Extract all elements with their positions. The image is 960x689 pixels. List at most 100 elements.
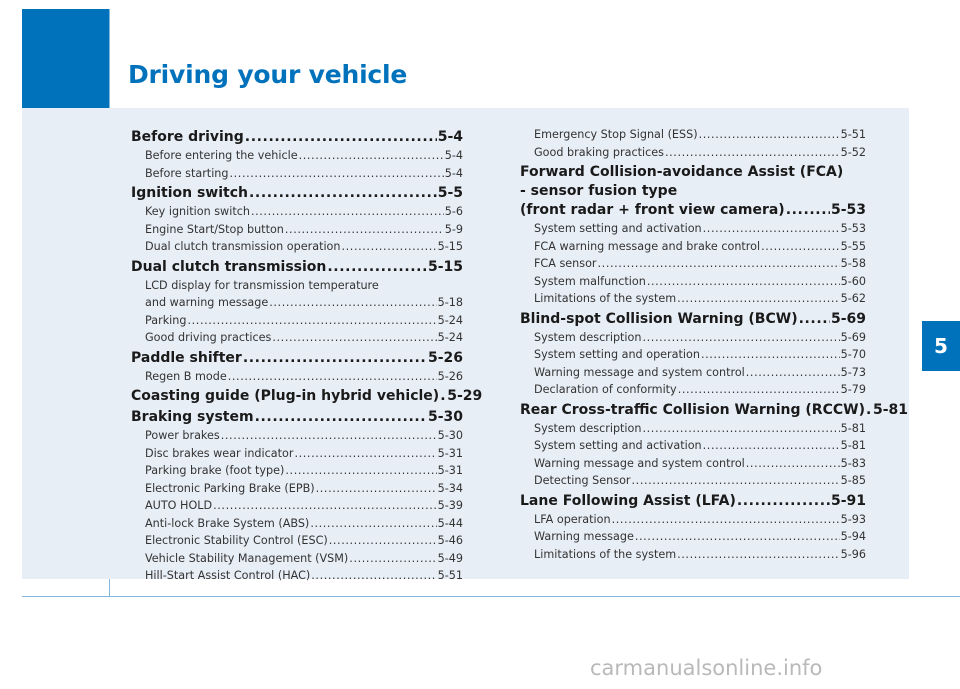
toc-subentry-title: System setting and activation [534,222,702,235]
toc-subentry[interactable]: Declaration of conformity 5-79 [520,381,866,399]
toc-subentry[interactable]: Good driving practices 5-24 [131,329,463,347]
toc-subentry[interactable]: System setting and operation 5-70 [520,346,866,364]
toc-right-column: Emergency Stop Signal (ESS) 5-51 Good brak… [520,126,908,564]
toc-subentry-title-line: LCD display for transmission temperature [145,278,379,292]
toc-subentry-page: 5-52 [840,145,866,159]
toc-section[interactable]: Coasting guide (Plug-in hybrid vehicle) 5… [131,387,482,406]
toc-subentry[interactable]: Parking brake (foot type) 5-31 [131,462,463,480]
toc-subentry-title: Good driving practices [145,331,272,344]
dot-leader [269,294,436,312]
toc-subentry[interactable]: Before entering the vehicle 5-4 [131,147,463,165]
toc-subentry[interactable]: Limitations of the system 5-62 [520,290,866,308]
toc-subentry[interactable]: System malfunction 5-60 [520,273,866,291]
toc-subentry[interactable]: Parking 5-24 [131,312,463,330]
dot-leader [311,567,436,585]
dot-leader [642,420,839,438]
dot-leader [316,480,437,498]
horizontal-divider [22,596,960,597]
toc-subentry-title: System description [534,330,642,344]
toc-subentry-page: 5-4 [444,166,463,180]
toc-subentry-title-line: and warning message [145,296,269,309]
toc-subentry[interactable]: Anti-lock Brake System (ABS) 5-44 [131,515,463,533]
toc-subentry[interactable]: FCA warning message and brake control 5-5… [520,238,866,256]
toc-subentry-title: Key ignition switch [145,205,250,218]
toc-subentry-page: 5-85 [840,474,866,487]
toc-subentry[interactable]: Detecting Sensor 5-85 [520,472,866,490]
toc-subentry-page: 5-93 [840,512,866,526]
toc-section-title: Before driving [131,129,244,145]
toc-subentry-page: 5-4 [444,149,463,162]
toc-subentry-title: Good braking practices [534,145,664,159]
toc-section[interactable]: Paddle shifter 5-26 [131,349,463,368]
toc-subentry[interactable]: Dual clutch transmission operation 5-15 [131,238,463,256]
toc-subentry-title: Parking brake (foot type) [145,464,285,477]
dot-leader [761,238,840,256]
toc-subentry-page: 5-46 [437,534,463,547]
dot-leader [635,528,840,546]
toc-subentry[interactable]: Warning message and system control 5-83 [520,455,866,473]
dot-leader [632,472,840,490]
toc-subentry[interactable]: AUTO HOLD 5-39 [131,497,463,515]
toc-section-title: Rear Cross-traffic Collision Warning (RC… [520,401,865,418]
toc-subentry[interactable]: System description 5-69 [520,329,866,347]
dot-leader [440,387,446,406]
dot-leader [310,515,436,533]
toc-subentry[interactable]: LFA operation 5-93 [520,511,866,529]
dot-leader [285,462,436,480]
toc-section[interactable]: Dual clutch transmission 5-15 [131,258,463,277]
toc-subentry-title: Limitations of the system [534,547,677,561]
toc-subentry[interactable]: Power brakes 5-30 [131,427,463,445]
toc-subentry[interactable]: Electronic Parking Brake (EPB) 5-34 [131,480,463,498]
toc-subentry[interactable]: Emergency Stop Signal (ESS) 5-51 [520,126,866,144]
dot-leader [612,511,840,529]
dot-leader [243,349,427,368]
toc-subentry[interactable]: Good braking practices 5-52 [520,144,866,162]
toc-subentry-last-line: and warning message 5-18 [145,294,463,312]
toc-subentry-page: 5-30 [437,429,463,442]
toc-subentry-page: 5-18 [437,296,463,309]
toc-subentry[interactable]: Engine Start/Stop button 5-9 [131,221,463,239]
toc-subentry[interactable]: System setting and activation 5-81 [520,437,866,455]
page-title: Driving your vehicle [128,60,408,89]
toc-subentry[interactable]: Disc brakes wear indicator 5-31 [131,445,463,463]
toc-subentry[interactable]: Electronic Stability Control (ESC) 5-46 [131,532,463,550]
toc-subentry-title: Vehicle Stability Management (VSM) [145,551,349,565]
toc-section-page: 5-29 [447,388,483,404]
toc-section-page: 5-69 [830,310,866,327]
toc-subentry[interactable]: Vehicle Stability Management (VSM) 5-49 [131,550,463,568]
dot-leader [703,220,840,238]
toc-subentry[interactable]: Warning message and system control 5-73 [520,364,866,382]
toc-section[interactable]: Blind-spot Collision Warning (BCW) 5-69 [520,310,866,329]
toc-subentry[interactable]: System description 5-81 [520,420,866,438]
chapter-badge[interactable]: 5 [922,321,960,371]
toc-subentry-page: 5-60 [840,274,866,288]
toc-section[interactable]: Lane Following Assist (LFA) 5-91 [520,492,866,511]
dot-leader [272,329,436,347]
toc-subentry[interactable]: Warning message 5-94 [520,528,866,546]
toc-subentry[interactable]: System setting and activation 5-53 [520,220,866,238]
toc-subentry[interactable]: Before starting 5-4 [131,165,463,183]
toc-section-title-line: - sensor fusion type [520,183,678,199]
dot-leader [249,184,437,203]
toc-subentry-title: Limitations of the system [534,292,677,305]
toc-section[interactable]: Rear Cross-traffic Collision Warning (RC… [520,401,908,420]
toc-subentry[interactable]: Regen B mode 5-26 [131,368,463,386]
toc-subentry[interactable]: Limitations of the system 5-96 [520,546,866,564]
toc-section-last-line: (front radar + front view camera) 5-53 [520,201,866,220]
toc-subentry[interactable]: Key ignition switch 5-6 [131,203,463,221]
toc-subentry[interactable]: FCA sensor 5-58 [520,255,866,273]
toc-section[interactable]: Before driving 5-4 [131,128,463,147]
toc-subentry[interactable]: LCD display for transmission temperature… [131,277,463,312]
toc-subentry-page: 5-49 [437,551,463,565]
toc-section[interactable]: Braking system 5-30 [131,408,463,427]
toc-subentry[interactable]: Hill-Start Assist Control (HAC) 5-51 [131,567,463,585]
toc-subentry-title: Warning message [534,530,634,543]
toc-subentry-page: 5-51 [437,569,463,582]
toc-section-page: 5-30 [427,409,463,425]
toc-subentry-title: Regen B mode [145,369,227,383]
toc-section[interactable]: Forward Collision-avoidance Assist (FCA)… [520,163,866,220]
dot-leader [299,147,444,165]
toc-subentry-page: 5-69 [840,330,866,344]
toc-subentry-page: 5-79 [840,383,866,396]
toc-section[interactable]: Ignition switch 5-5 [131,184,463,203]
